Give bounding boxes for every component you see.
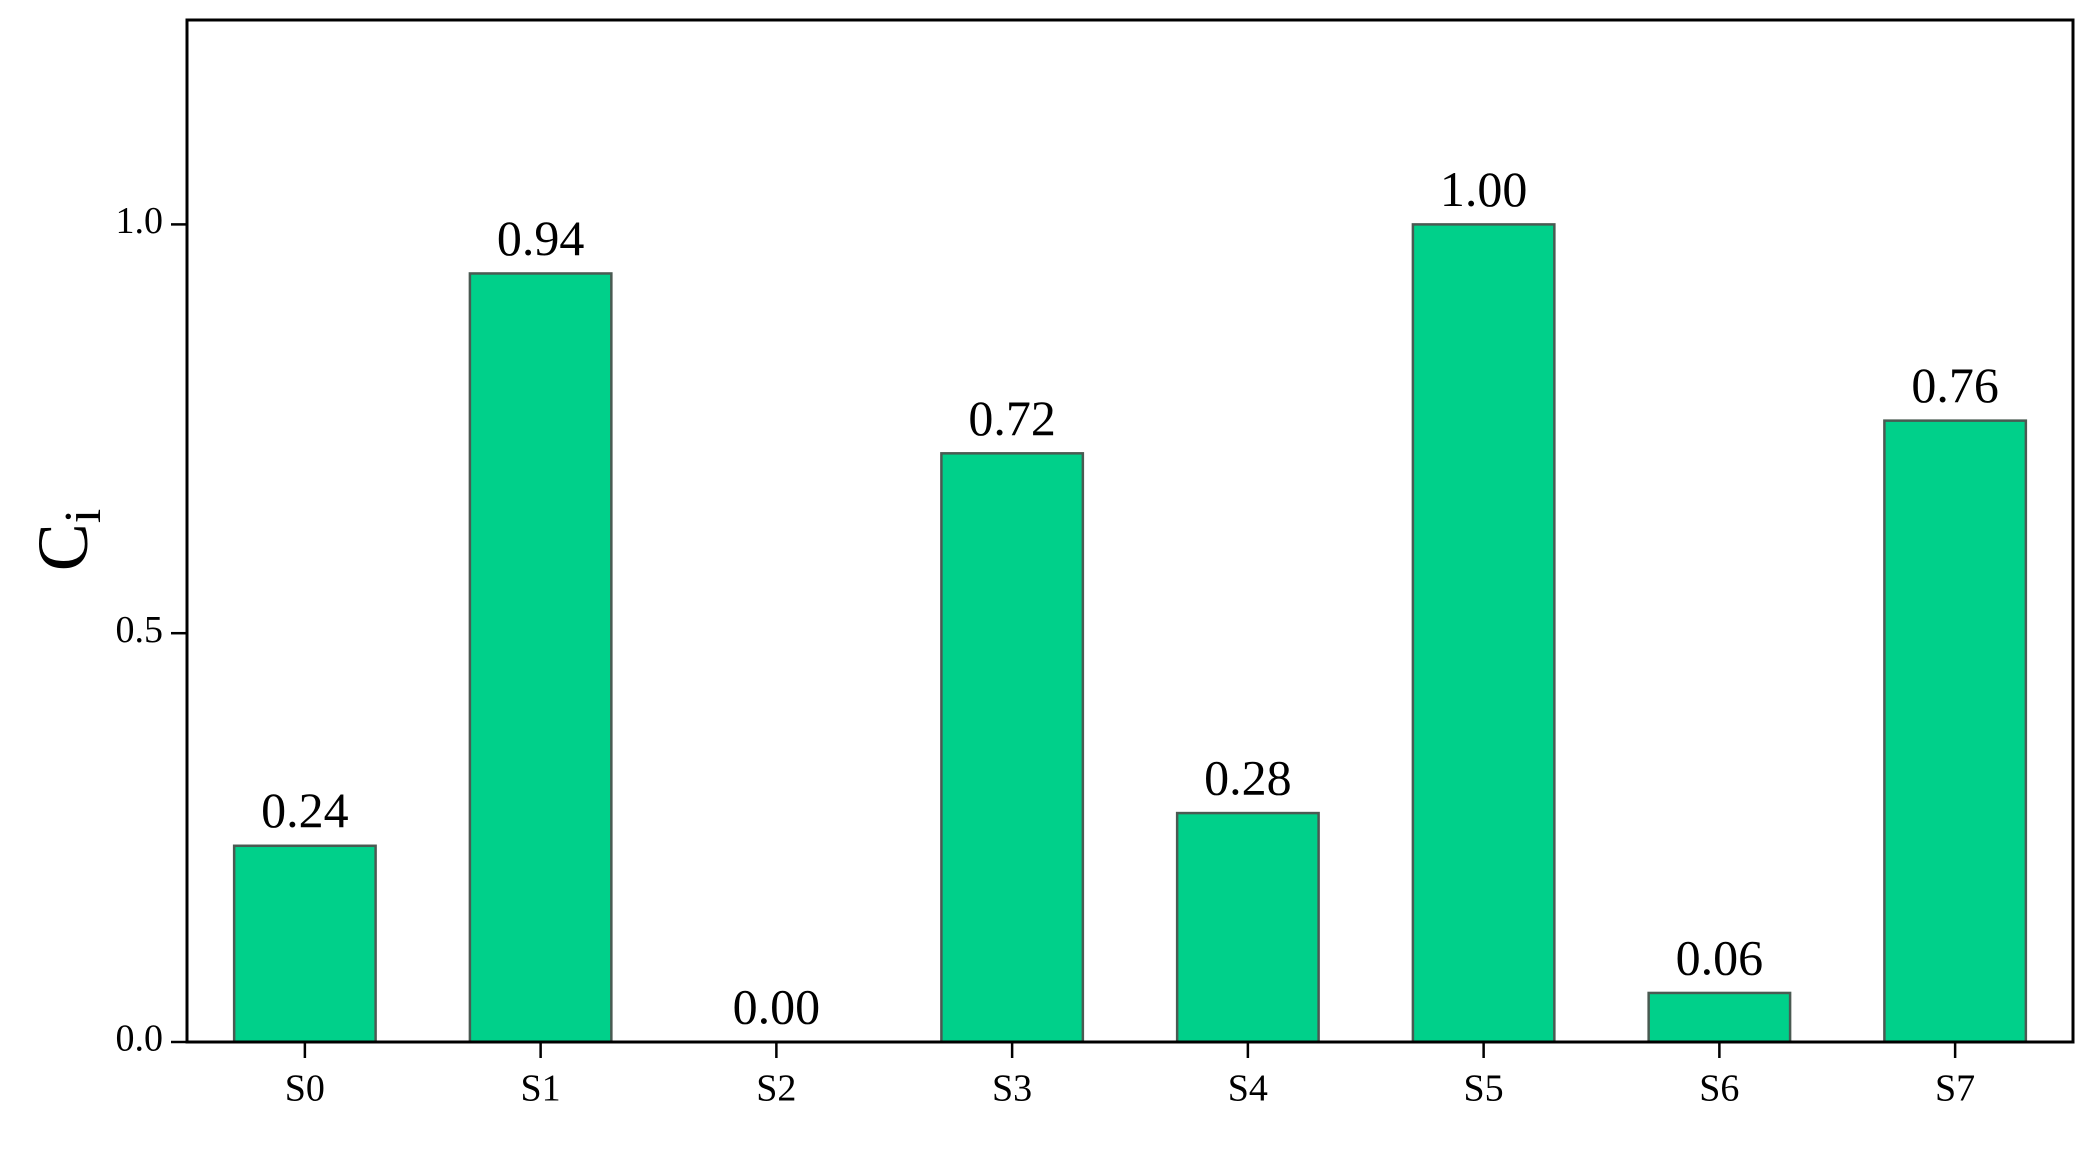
bar bbox=[468, 272, 613, 1044]
bar bbox=[1883, 419, 2028, 1044]
value-label: 1.00 bbox=[1440, 161, 1528, 217]
x-tick-label: S1 bbox=[521, 1068, 561, 1110]
x-tick-label: S5 bbox=[1464, 1068, 1504, 1110]
value-label: 0.28 bbox=[1204, 750, 1292, 806]
y-tick-label: 0.5 bbox=[116, 609, 164, 651]
y-label-sub: i bbox=[55, 509, 112, 523]
x-tick-label: S3 bbox=[992, 1068, 1032, 1110]
y-axis-label: Ci bbox=[23, 509, 112, 571]
value-label: 0.06 bbox=[1676, 929, 1764, 985]
x-tick-label: S2 bbox=[756, 1068, 796, 1110]
x-tick-label: S0 bbox=[285, 1068, 325, 1110]
bar bbox=[940, 452, 1085, 1044]
value-label: 0.76 bbox=[1911, 357, 1999, 413]
y-label-main: C bbox=[23, 523, 103, 571]
bar bbox=[232, 844, 377, 1044]
value-label: 0.72 bbox=[968, 390, 1056, 446]
y-tick-label: 1.0 bbox=[116, 200, 164, 242]
x-tick-label: S7 bbox=[1935, 1068, 1975, 1110]
x-tick-label: S4 bbox=[1228, 1068, 1268, 1110]
x-tick-label: S6 bbox=[1699, 1068, 1739, 1110]
bar bbox=[1411, 223, 1556, 1044]
value-label: 0.94 bbox=[497, 210, 585, 266]
plot-frame bbox=[185, 18, 2075, 1044]
bar bbox=[1647, 991, 1792, 1044]
value-label: 0.00 bbox=[733, 978, 821, 1034]
value-label: 0.24 bbox=[261, 782, 349, 838]
y-tick-label: 0.0 bbox=[116, 1018, 164, 1060]
bar bbox=[1175, 811, 1320, 1044]
